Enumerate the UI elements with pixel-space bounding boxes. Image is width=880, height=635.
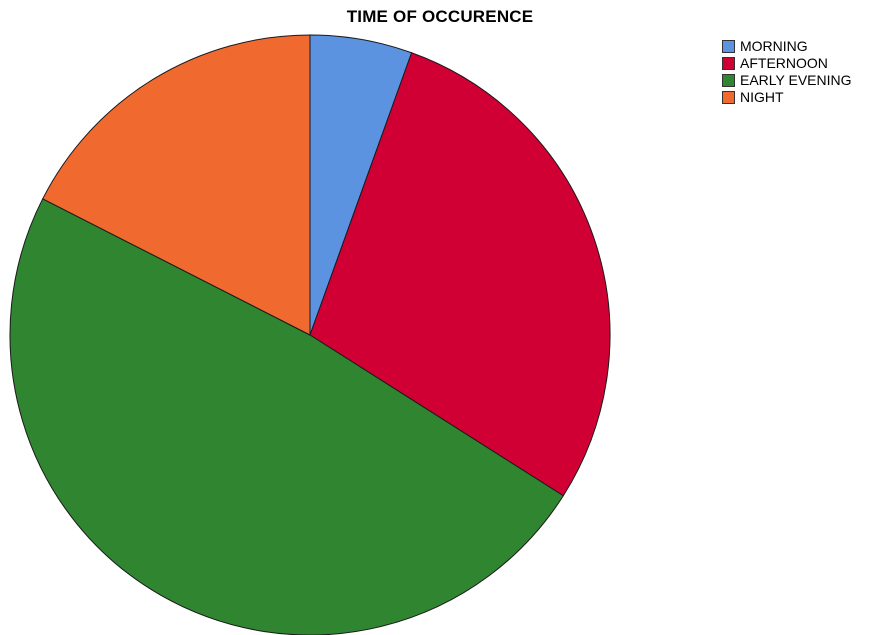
pie-slice-afternoon xyxy=(309,52,611,497)
legend-label-morning: MORNING xyxy=(740,38,808,54)
legend-label-night: NIGHT xyxy=(740,89,784,105)
legend-label-early-evening: EARLY EVENING xyxy=(740,72,852,88)
legend-item-night: NIGHT xyxy=(722,89,852,106)
legend-swatch-early-evening xyxy=(722,74,735,87)
pie-slice-night xyxy=(42,34,311,336)
pie-slices xyxy=(9,34,611,635)
pie-slice-early-evening xyxy=(9,198,564,635)
legend-swatch-morning xyxy=(722,40,735,53)
legend-item-morning: MORNING xyxy=(722,38,852,55)
legend: MORNING AFTERNOON EARLY EVENING NIGHT xyxy=(722,38,852,106)
legend-item-early-evening: EARLY EVENING xyxy=(722,72,852,89)
legend-item-afternoon: AFTERNOON xyxy=(722,55,852,72)
legend-swatch-afternoon xyxy=(722,57,735,70)
legend-label-afternoon: AFTERNOON xyxy=(740,55,828,71)
legend-swatch-night xyxy=(722,91,735,104)
chart-title: TIME OF OCCURENCE xyxy=(346,7,534,26)
